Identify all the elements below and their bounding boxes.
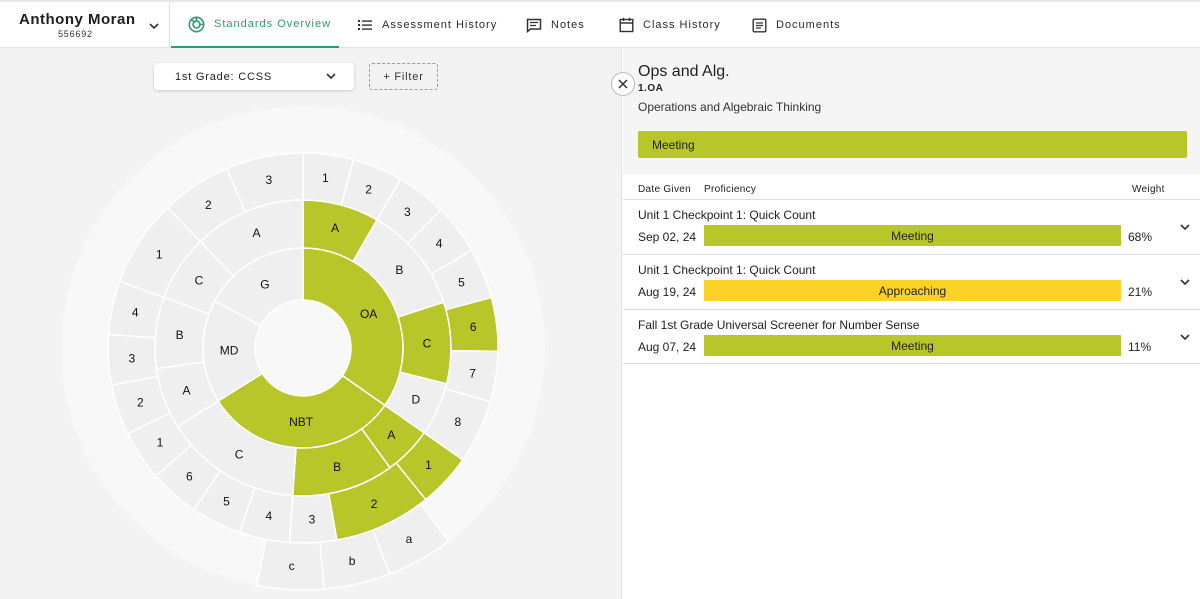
standards-label: 2 (205, 198, 212, 212)
chevron-down-icon[interactable] (1178, 220, 1192, 234)
column-header-date: Date Given (638, 184, 692, 195)
clusters-label: B (176, 328, 184, 342)
standard-detail-panel: Ops and Alg. 1.OA Operations and Algebra… (611, 48, 1200, 599)
notes-icon (526, 18, 542, 33)
tab-class-history-label: Class History (643, 19, 721, 31)
domains-label: G (260, 278, 269, 292)
add-filter-button[interactable]: + Filter (369, 63, 438, 90)
assessment-weight: 21% (1128, 285, 1153, 299)
assessment-row[interactable]: Fall 1st Grade Universal Screener for Nu… (623, 309, 1200, 364)
standards-label: 1 (157, 436, 164, 450)
standards-label: 5 (223, 494, 230, 508)
standards-label: 2 (365, 183, 372, 197)
standards-sunburst: OA NBT MD G A B C D A B C A B C A 1 2 3 4 5 6 7 8 1 2 3 4 5 6 1 2 3 4 1 2 3… (61, 106, 545, 591)
chevron-down-icon[interactable] (147, 19, 161, 33)
standards-label: 4 (265, 509, 272, 523)
student-id: 556692 (58, 29, 93, 39)
standards-label: 6 (186, 469, 193, 483)
assessment-name: Fall 1st Grade Universal Screener for Nu… (638, 318, 920, 332)
grade-select-value: 1st Grade: CCSS (175, 70, 272, 83)
standards-label: 7 (469, 366, 476, 380)
detail-description: Operations and Algebraic Thinking (638, 100, 822, 114)
clusters-label: B (395, 263, 403, 277)
assessment-name: Unit 1 Checkpoint 1: Quick Count (638, 263, 816, 277)
standards-label: 2 (137, 395, 144, 409)
standards-label: 3 (404, 205, 411, 219)
tab-assessment-history-label: Assessment History (382, 19, 498, 31)
detail-title: Ops and Alg. (638, 63, 730, 80)
proficiency-bar: Meeting (704, 225, 1121, 246)
chevron-down-icon[interactable] (1178, 330, 1192, 344)
domains-label: NBT (289, 415, 314, 429)
close-icon (618, 79, 628, 89)
column-header-proficiency: Proficiency (704, 184, 757, 195)
assessment-weight: 68% (1128, 230, 1153, 244)
standards-chart-panel: OA NBT MD G A B C D A B C A B C A 1 2 3 4 5 6 7 8 1 2 3 4 5 6 1 2 3 4 1 2 3… (0, 48, 622, 599)
tab-class-history[interactable]: Class History (619, 2, 721, 48)
grade-select[interactable]: 1st Grade: CCSS (154, 63, 354, 90)
assessment-date: Sep 02, 24 (638, 230, 697, 244)
substandards-label: a (406, 532, 413, 546)
standards-label: 3 (309, 512, 316, 526)
domains-label: MD (220, 344, 239, 358)
close-detail-button[interactable] (611, 72, 635, 96)
tab-standards-overview[interactable]: Standards Overview (171, 2, 339, 48)
detail-code: 1.OA (638, 83, 664, 94)
substandards-label: c (289, 559, 295, 573)
assessment-list: Unit 1 Checkpoint 1: Quick Count Sep 02,… (623, 199, 1200, 364)
proficiency-bar: Meeting (704, 335, 1121, 356)
column-header-weight: Weight (1132, 184, 1165, 195)
tab-assessment-history[interactable]: Assessment History (357, 2, 497, 48)
substandards-segment[interactable] (255, 538, 325, 591)
assessment-weight: 11% (1128, 340, 1152, 354)
domains-label: OA (360, 307, 377, 321)
standards-label: 3 (128, 351, 135, 365)
standards-label: 1 (156, 248, 163, 262)
tab-documents-label: Documents (776, 19, 841, 31)
clusters-label: B (333, 460, 341, 474)
assessment-name: Unit 1 Checkpoint 1: Quick Count (638, 208, 816, 222)
clusters-label: C (235, 447, 244, 461)
detail-header: Ops and Alg. 1.OA Operations and Algebra… (623, 48, 1200, 174)
assessment-date: Aug 07, 24 (638, 340, 697, 354)
chevron-down-icon (326, 73, 336, 80)
top-navigation: Anthony Moran 556692 Standards Overview … (0, 0, 1200, 48)
tab-notes-label: Notes (551, 19, 585, 31)
tab-standards-overview-label: Standards Overview (214, 18, 332, 30)
standards-segment[interactable] (225, 152, 304, 213)
proficiency-bar: Approaching (704, 280, 1121, 301)
clusters-label: A (331, 221, 339, 235)
student-name: Anthony Moran (19, 11, 136, 28)
substandards-label: b (349, 554, 356, 568)
standards-label: 6 (470, 320, 477, 334)
chevron-down-icon[interactable] (1178, 275, 1192, 289)
standards-label: 4 (436, 237, 443, 251)
standards-label: 5 (458, 275, 465, 289)
standards-icon (188, 16, 205, 32)
list-icon (358, 20, 372, 30)
assessment-row[interactable]: Unit 1 Checkpoint 1: Quick Count Sep 02,… (623, 199, 1200, 254)
document-icon (752, 18, 767, 33)
clusters-label: C (423, 337, 432, 351)
standards-label: 1 (322, 171, 329, 185)
clusters-label: A (182, 383, 190, 397)
clusters-label: C (195, 273, 204, 287)
standards-label: 1 (425, 458, 432, 472)
standards-label: 4 (132, 305, 139, 319)
assessment-row[interactable]: Unit 1 Checkpoint 1: Quick Count Aug 19,… (623, 254, 1200, 309)
standards-label: 2 (371, 497, 378, 511)
student-selector[interactable]: Anthony Moran 556692 (0, 2, 170, 48)
clusters-label: A (387, 428, 395, 442)
tab-notes[interactable]: Notes (526, 2, 585, 48)
calendar-icon (619, 17, 634, 33)
clusters-label: D (411, 392, 420, 406)
standards-label: 8 (454, 415, 461, 429)
clusters-label: A (253, 226, 261, 240)
tab-documents[interactable]: Documents (752, 2, 841, 48)
standards-label: 3 (265, 173, 272, 187)
assessment-date: Aug 19, 24 (638, 285, 697, 299)
detail-status-bar: Meeting (638, 131, 1187, 158)
